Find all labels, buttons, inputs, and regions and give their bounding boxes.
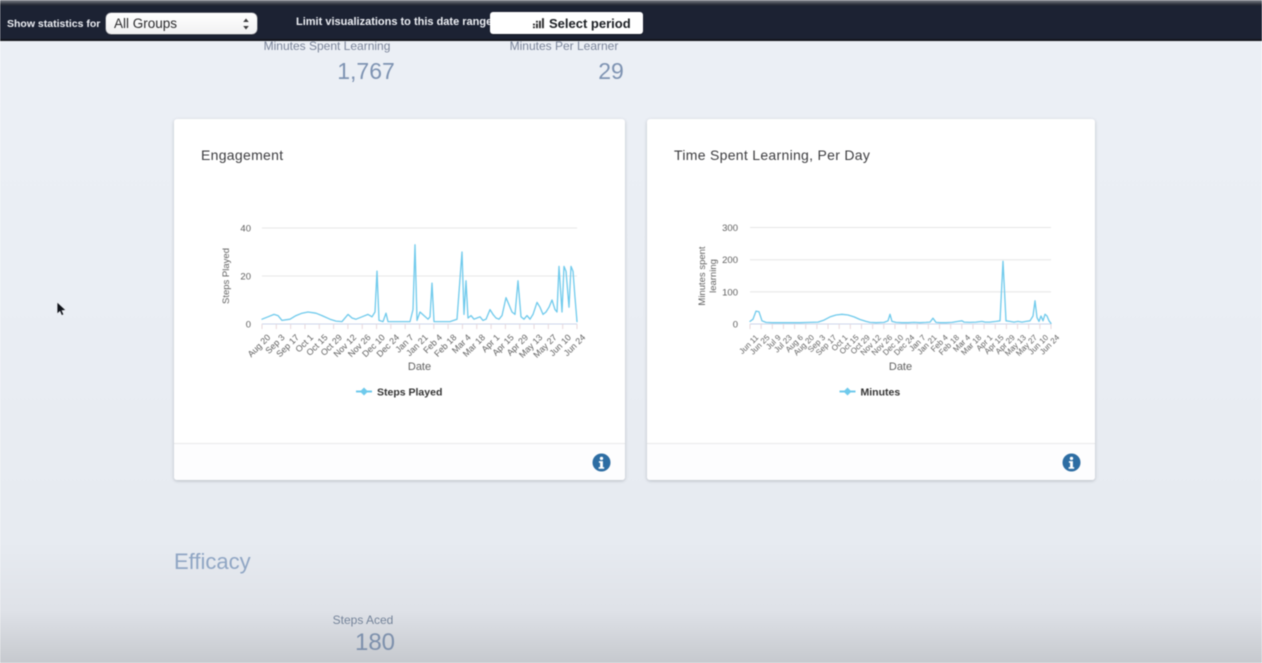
svg-text:Minutes: Minutes (861, 387, 901, 399)
svg-text:200: 200 (722, 255, 738, 266)
svg-text:Minutes spent: Minutes spent (697, 246, 708, 306)
svg-text:Date: Date (408, 361, 431, 373)
svg-text:0: 0 (733, 320, 738, 331)
svg-text:learning: learning (708, 259, 719, 293)
svg-text:Date: Date (889, 361, 912, 373)
svg-text:0: 0 (246, 320, 251, 331)
svg-text:40: 40 (240, 224, 251, 235)
svg-text:Steps Played: Steps Played (377, 387, 442, 399)
svg-text:20: 20 (240, 272, 251, 283)
svg-text:300: 300 (722, 223, 738, 234)
svg-text:100: 100 (722, 287, 738, 298)
svg-text:Steps Played: Steps Played (221, 248, 232, 304)
